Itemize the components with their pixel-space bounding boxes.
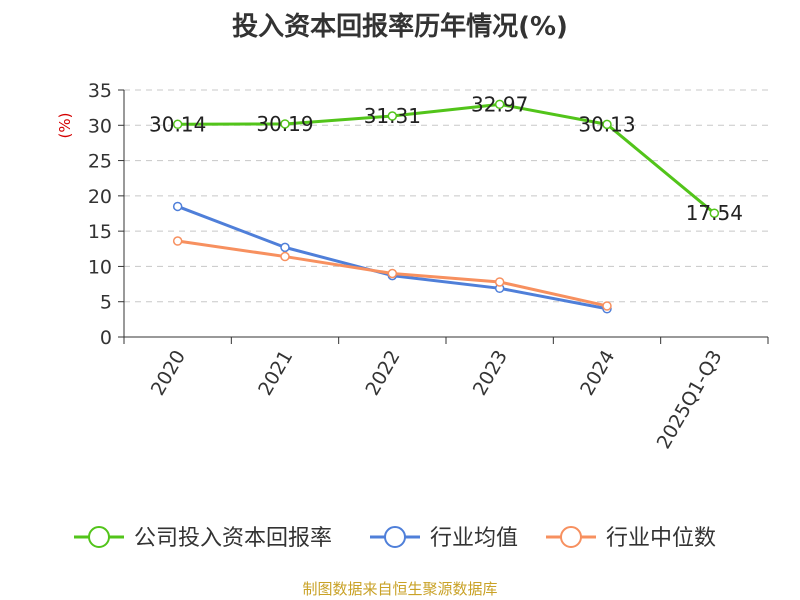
data-point — [602, 119, 612, 130]
x-tick-label: 2024 — [576, 347, 619, 400]
legend-marker — [88, 526, 110, 548]
grid-lines — [124, 89, 768, 303]
x-tick-label: 2020 — [147, 347, 190, 400]
series-lines — [172, 99, 720, 314]
x-tick-label: 2023 — [469, 346, 512, 399]
y-tick-label: 20 — [88, 186, 112, 208]
data-label: 30.14 — [149, 112, 206, 136]
data-point — [602, 301, 612, 311]
data-label: 17.54 — [686, 201, 743, 225]
x-tick-label: 2021 — [254, 347, 297, 400]
y-tick-label: 5 — [100, 292, 112, 314]
chart-title: 投入资本回报率历年情况(%) — [232, 12, 568, 42]
y-tick-label: 30 — [88, 115, 112, 137]
data-point — [280, 251, 290, 262]
data-point — [172, 119, 183, 130]
data-point — [172, 201, 183, 212]
data-point — [494, 99, 505, 110]
data-point — [280, 119, 290, 129]
data-label: 31.31 — [364, 104, 421, 128]
legend: 公司投入资本回报率 行业均值 行业中位数 — [74, 526, 716, 551]
series-line — [177, 205, 608, 311]
source-note: 制图数据来自恒生聚源数据库 — [302, 580, 498, 598]
y-tick-label: 10 — [88, 256, 112, 278]
series-line — [177, 102, 716, 215]
data-label: 30.13 — [578, 112, 635, 136]
data-label: 32.97 — [471, 92, 528, 116]
data-point — [280, 242, 290, 253]
legend-label: 行业均值 — [430, 526, 518, 551]
x-tick-label: 2025Q1-Q3 — [653, 347, 727, 453]
data-label: 30.19 — [256, 112, 313, 136]
legend-marker — [560, 526, 582, 548]
y-tick-label: 0 — [100, 327, 112, 349]
y-tick-label: 25 — [88, 151, 112, 173]
data-point — [172, 236, 183, 246]
data-labels: 30.14 30.19 31.31 32.97 30.13 17.54 — [149, 92, 743, 225]
legend-label: 公司投入资本回报率 — [134, 526, 332, 551]
data-point — [387, 268, 398, 279]
data-point — [387, 111, 398, 121]
y-axis-label: (%) — [56, 113, 74, 139]
legend-label: 行业中位数 — [606, 526, 716, 551]
legend-marker — [384, 526, 406, 548]
x-tick-label: 2022 — [361, 347, 404, 400]
data-point — [494, 277, 505, 287]
y-tick-label: 15 — [88, 221, 112, 243]
y-tick-label: 35 — [88, 80, 112, 102]
data-point — [709, 208, 720, 218]
